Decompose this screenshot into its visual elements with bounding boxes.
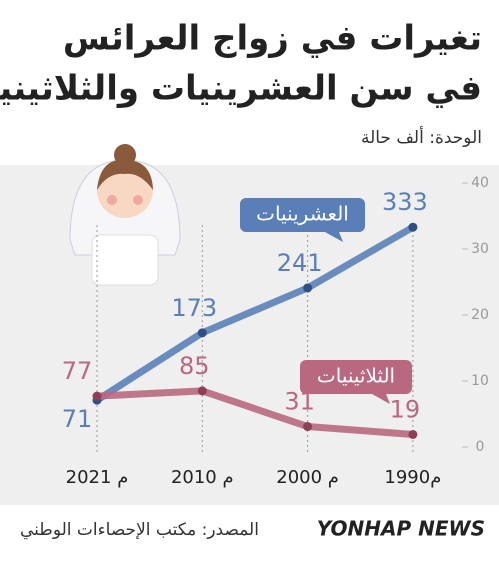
chart-subtitle: في سن العشرينيات والثلاثينيات	[0, 69, 482, 109]
point	[303, 422, 313, 432]
value-label: 19	[390, 395, 421, 423]
y-tick-label: 10	[471, 373, 489, 389]
y-tick-label: 20	[471, 307, 489, 323]
legend-tail	[372, 394, 390, 404]
point	[303, 283, 313, 293]
series-line	[93, 387, 417, 438]
y-tick-label: 30	[471, 241, 489, 257]
y-tick-label: 0	[476, 439, 485, 455]
value-label: 333	[382, 188, 428, 216]
point	[408, 222, 418, 232]
point	[197, 386, 207, 396]
value-label: 85	[179, 352, 210, 380]
series-line	[93, 223, 417, 404]
unit-label: الوحدة: ألف حالة	[361, 126, 482, 148]
y-tick-label: 40	[471, 175, 489, 191]
point	[408, 429, 418, 439]
x-tick-label: 2021 م	[66, 467, 129, 488]
legend-bubble	[240, 198, 365, 232]
legend-label: العشرينيات	[256, 202, 349, 226]
legend-bubble	[300, 360, 412, 394]
value-label: 241	[277, 249, 323, 277]
value-label: 71	[62, 405, 93, 433]
point	[92, 391, 102, 401]
x-tick-label: 2010 م	[171, 467, 234, 488]
x-tick-label: 2000 م	[276, 467, 339, 488]
chart-title: تغيرات في زواج العرائس	[63, 19, 482, 59]
value-label: 173	[171, 294, 217, 322]
value-label: 77	[62, 357, 93, 385]
source: المصدر: مكتب الإحصاءات الوطني	[20, 520, 259, 540]
x-tick-label: 1990م	[384, 467, 441, 488]
legend-label: الثلاثينيات	[317, 364, 395, 388]
point	[197, 328, 207, 338]
legend-tail	[325, 232, 343, 242]
logo: YONHAP NEWS	[317, 517, 485, 541]
